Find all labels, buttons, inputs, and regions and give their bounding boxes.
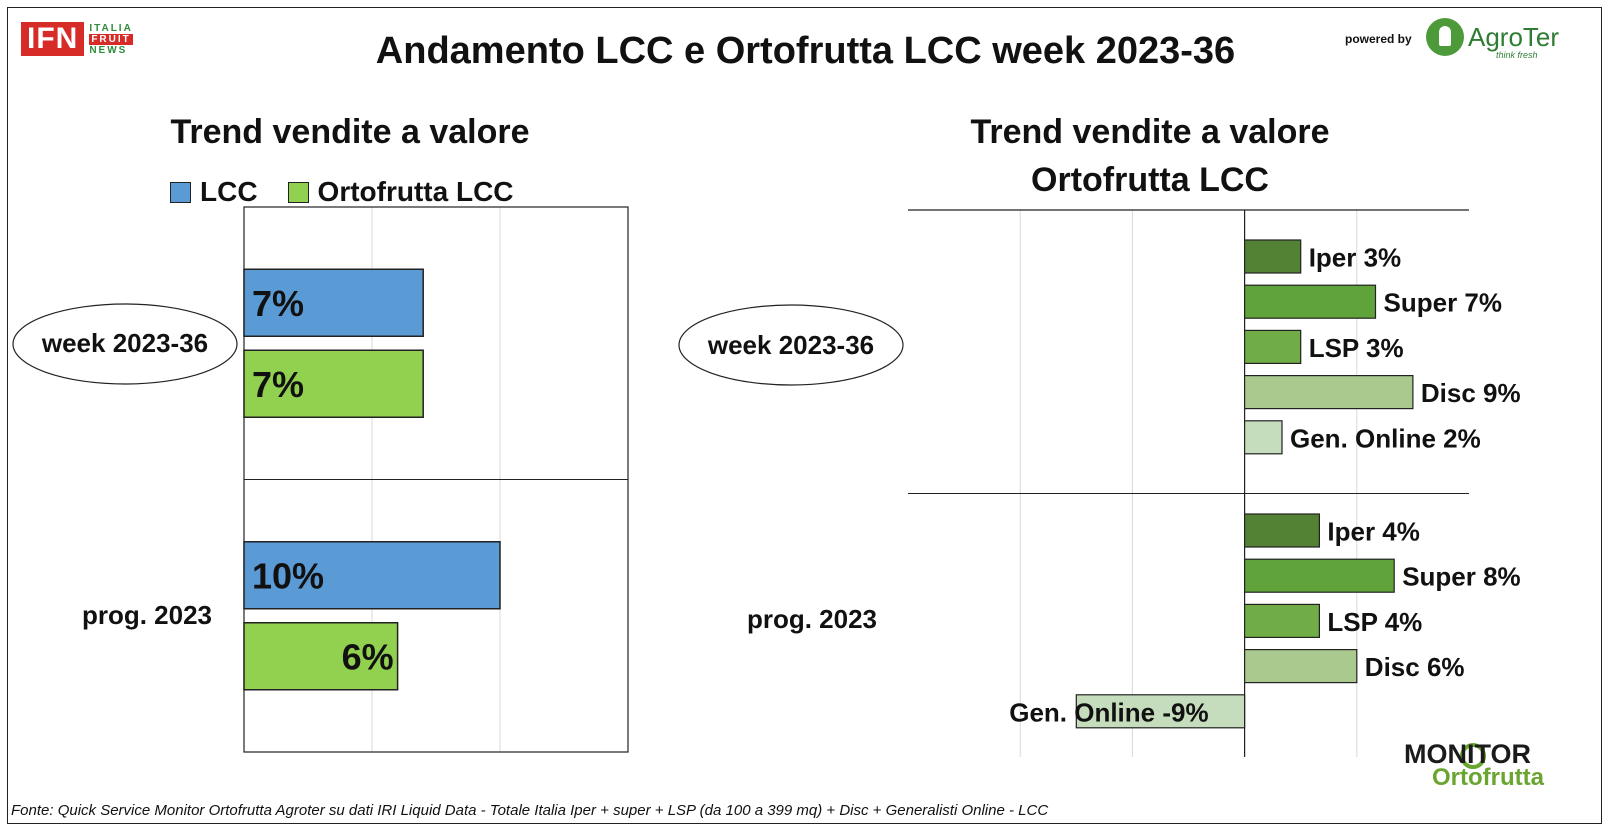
right-bar-lsp-0: [1243, 329, 1302, 364]
ifn-logo: IFN ITALIA FRUIT NEWS: [21, 22, 133, 56]
right-bar-iper-0: [1243, 239, 1302, 274]
right-category-ellipse: [678, 304, 904, 386]
right-bar-super-0: [1243, 284, 1377, 319]
right-category-label: prog. 2023: [747, 604, 877, 634]
legend-label-lcc: LCC: [200, 176, 258, 207]
ifn-logo-mark: IFN: [21, 22, 85, 56]
ifn-word-2: FRUIT: [89, 33, 133, 45]
ifn-word-3: NEWS: [89, 44, 128, 56]
right-bar-gen-online-1: [1075, 694, 1246, 729]
page-title: Andamento LCC e Ortofrutta LCC week 2023…: [375, 30, 1236, 72]
ifn-word-1: ITALIA: [89, 22, 133, 34]
left-category-label: prog. 2023: [82, 600, 212, 630]
legend-swatch-ortofrutta: [287, 181, 309, 203]
left-bar-label: 7%: [252, 364, 304, 405]
right-chart-title-line2: Ortofrutta LCC: [1031, 161, 1269, 199]
right-bar-disc-0: [1243, 375, 1414, 410]
right-bar-label: Super 8%: [1402, 562, 1521, 592]
right-bar-label: Gen. Online -9%: [1009, 697, 1208, 727]
right-bar-label: Iper 3%: [1309, 243, 1402, 273]
agroter-tagline: think fresh: [1496, 50, 1538, 60]
left-category-label: week 2023-36: [41, 328, 208, 358]
left-bar-ortofrutta-0: [243, 349, 424, 418]
source-footnote: Fonte: Quick Service Monitor Ortofrutta …: [11, 802, 1049, 819]
legend-swatch-lcc: [170, 181, 191, 203]
ifn-logo-words: ITALIA FRUIT NEWS: [89, 22, 133, 56]
right-bar-label: Gen. Online 2%: [1290, 423, 1481, 453]
legend-item-lcc: LCC: [170, 176, 258, 208]
right-category-label: week 2023-36: [707, 330, 874, 360]
right-bar-disc-1: [1243, 648, 1358, 684]
left-bar-ortofrutta-1: [243, 622, 399, 691]
outer-frame: [7, 7, 1602, 824]
right-bar-label: Super 7%: [1384, 288, 1503, 318]
powered-by-label: powered by: [1345, 32, 1412, 46]
left-chart-title: Trend vendite a valore: [170, 113, 530, 151]
right-bar-label: LSP 3%: [1309, 333, 1404, 363]
monitor-logo-word: MONITOR: [1404, 739, 1531, 769]
right-bar-label: Disc 6%: [1365, 652, 1465, 682]
left-category-ellipse: [12, 303, 238, 385]
monitor-ortofrutta-logo: MONITOR Ortofrutta: [1404, 739, 1544, 791]
right-bar-super-1: [1243, 558, 1395, 593]
right-chart-title-line1: Trend vendite a valore: [970, 113, 1330, 151]
right-bar-gen-online-0: [1243, 420, 1283, 455]
agroter-logo-text: AgroTer: [1468, 21, 1560, 52]
left-bar-label: 10%: [252, 555, 324, 596]
magnifier-icon: [1460, 743, 1486, 769]
legend-item-ortofrutta: Ortofrutta LCC: [287, 176, 514, 208]
right-bar-iper-1: [1243, 513, 1320, 548]
right-bar-label: Iper 4%: [1327, 517, 1420, 547]
right-bar-label: Disc 9%: [1421, 378, 1521, 408]
left-bar-label: 6%: [342, 636, 394, 677]
right-bar-label: LSP 4%: [1327, 607, 1422, 637]
right-bar-lsp-1: [1243, 603, 1320, 639]
left-chart-legend: LCC Ortofrutta LCC: [170, 176, 544, 208]
monitor-logo-subword: Ortofrutta: [1432, 764, 1544, 791]
tree-icon: [1426, 18, 1464, 56]
left-bar-label: 7%: [252, 283, 304, 324]
agroter-logo: AgroTer: [1426, 18, 1559, 56]
legend-label-ortofrutta: Ortofrutta LCC: [317, 176, 514, 207]
left-bar-lcc-1: [243, 541, 501, 610]
left-bar-lcc-0: [243, 268, 424, 337]
right-chart-title: Trend vendite a valore Ortofrutta LCC: [880, 108, 1420, 204]
